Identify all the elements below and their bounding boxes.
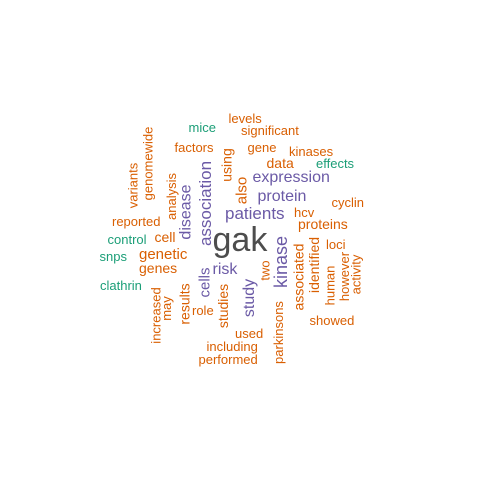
word-used: used bbox=[235, 325, 264, 341]
word-analysis: analysis bbox=[163, 172, 179, 220]
word-also: also bbox=[233, 176, 251, 204]
word-snps: snps bbox=[99, 248, 127, 264]
word-disease: disease bbox=[177, 184, 195, 240]
word-hcv: hcv bbox=[294, 204, 315, 220]
word-expression: expression bbox=[252, 169, 330, 186]
word-activity: activity bbox=[348, 254, 364, 294]
word-genomewide: genomewide bbox=[140, 126, 156, 200]
word-significant: significant bbox=[241, 122, 299, 138]
word-associated: associated bbox=[289, 243, 306, 311]
word-proteins: proteins bbox=[298, 216, 348, 232]
word-cell: cell bbox=[154, 229, 176, 245]
word-gene: gene bbox=[247, 139, 277, 155]
word-mice: mice bbox=[188, 119, 216, 135]
word-reported: reported bbox=[112, 213, 161, 229]
word-results: results bbox=[176, 283, 193, 325]
word-kinases: kinases bbox=[289, 143, 334, 159]
word-control: control bbox=[107, 231, 147, 247]
word-factors: factors bbox=[174, 139, 214, 155]
word-human: human bbox=[322, 265, 338, 305]
word-study: study bbox=[241, 278, 259, 318]
word-role: role bbox=[192, 302, 214, 318]
word-data: data bbox=[266, 155, 294, 171]
word-protein: protein bbox=[257, 188, 307, 205]
word-performed: performed bbox=[198, 351, 258, 367]
word-gak: gak bbox=[212, 221, 268, 259]
word-genes: genes bbox=[139, 260, 178, 276]
word-using: using bbox=[218, 148, 235, 182]
word-showed: showed bbox=[309, 312, 355, 328]
word-may: may bbox=[158, 295, 174, 321]
word-loci: loci bbox=[326, 236, 346, 252]
word-genetic: genetic bbox=[139, 245, 188, 263]
word-effects: effects bbox=[316, 155, 355, 171]
word-association: association bbox=[195, 160, 215, 246]
word-cells: cells bbox=[196, 266, 214, 298]
word-risk: risk bbox=[212, 261, 238, 278]
word-variants: variants bbox=[125, 162, 141, 208]
word-studies: studies bbox=[215, 283, 232, 329]
word-patients: patients bbox=[225, 203, 285, 223]
word-levels: levels bbox=[228, 110, 262, 126]
word-clathrin: clathrin bbox=[100, 277, 142, 293]
word-identified: identified bbox=[306, 236, 323, 294]
word-including: including bbox=[206, 338, 258, 354]
word-two: two bbox=[257, 259, 273, 281]
word-parkinsons: parkinsons bbox=[270, 300, 286, 364]
word-cyclin: cyclin bbox=[331, 194, 365, 210]
word-kinase: kinase bbox=[271, 235, 292, 289]
